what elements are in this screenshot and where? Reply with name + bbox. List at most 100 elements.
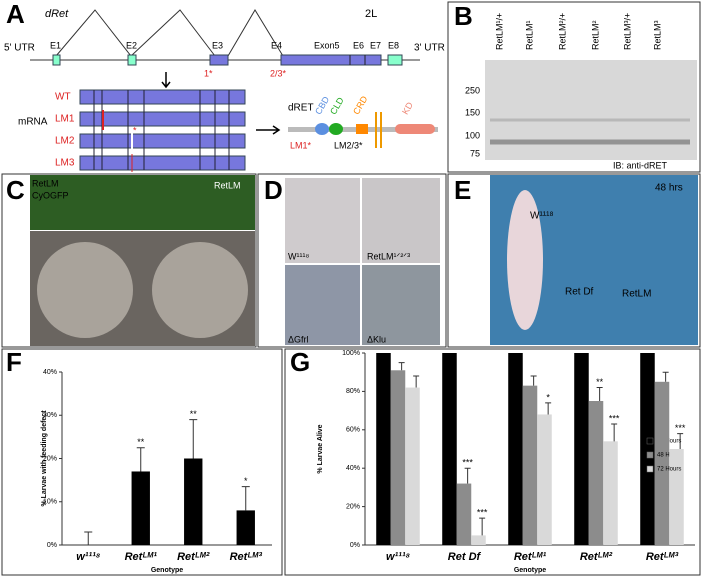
y-tick-label: 60%	[346, 427, 360, 434]
exon-label: E1	[50, 40, 61, 50]
dish	[152, 242, 248, 338]
bar	[522, 385, 538, 545]
error-bar	[189, 419, 198, 459]
error-bar	[530, 375, 537, 386]
significance-label: ***	[609, 413, 620, 423]
panel-d: D W¹¹¹⁸ RetLM¹ᐟ²ᐟ³ ΔGfrl ΔKlu	[257, 173, 447, 348]
protein-label: dRET	[288, 103, 314, 114]
utr-label: 5' UTR	[4, 43, 35, 54]
bar	[471, 535, 486, 545]
exon	[209, 54, 229, 66]
photo-label: RetLM	[32, 178, 59, 188]
x-tick-label: Retᴸᴹ³	[230, 551, 263, 563]
legend-swatch	[646, 437, 654, 445]
panel-frame	[447, 173, 701, 348]
bar	[131, 471, 150, 545]
exon-label: E7	[370, 40, 381, 50]
arrow	[161, 72, 171, 89]
bar	[442, 353, 457, 545]
photo	[285, 265, 360, 345]
photo-label: ΔGfrl	[288, 334, 309, 344]
lane-label: RetLM³	[652, 20, 662, 50]
bar	[537, 414, 552, 545]
exon-label: Exon5	[314, 40, 340, 50]
utr-label: 3' UTR	[414, 43, 445, 54]
photo-label: CyOGFP	[32, 190, 69, 200]
transcript	[79, 133, 246, 149]
error-bar	[398, 362, 405, 371]
protein-mutation: LM2/3*	[334, 140, 363, 150]
exon	[52, 54, 61, 66]
bar	[669, 449, 684, 545]
panel-letter: G	[290, 347, 310, 377]
error-bar	[413, 375, 420, 388]
mutation-label: 1*	[204, 68, 213, 78]
legend-swatch	[646, 465, 654, 473]
photo-label: RetLM	[214, 180, 241, 190]
error-bar	[596, 387, 603, 401]
exon	[280, 54, 382, 66]
exon-label: E2	[126, 40, 137, 50]
marker-label: 75	[470, 148, 480, 158]
panel-letter: C	[6, 175, 25, 205]
bar	[405, 387, 420, 545]
transcripts: *	[79, 89, 246, 172]
mutation-label: 2/3*	[270, 68, 287, 78]
bar	[390, 370, 406, 545]
bar	[640, 353, 655, 545]
x-tick-label: Retᴸᴹ¹	[514, 551, 547, 563]
y-axis-label: % Larvae with feeding defect	[41, 410, 48, 507]
membrane	[375, 112, 382, 148]
significance-label: ***	[477, 507, 488, 517]
y-tick-label: 100%	[342, 350, 360, 357]
panel-letter: B	[454, 1, 473, 31]
panel-frame	[257, 173, 447, 348]
row-label: LM1	[55, 114, 75, 125]
bar	[574, 353, 589, 545]
exon-label: E4	[271, 40, 282, 50]
panel-letter: A	[6, 0, 25, 29]
error-bar	[464, 467, 471, 484]
significance-label: ***	[675, 423, 686, 433]
exon	[387, 54, 403, 66]
exon-label: E6	[353, 40, 364, 50]
significance-label: **	[190, 409, 198, 419]
error-bar	[677, 433, 684, 449]
x-axis-label: Genotype	[151, 567, 183, 574]
marker-label: 250	[465, 85, 480, 95]
row-label: LM3	[55, 158, 75, 169]
protein-mutation: LM1*	[290, 140, 312, 150]
y-tick-label: 20%	[43, 455, 57, 462]
panel-letter: D	[264, 175, 283, 205]
exon-label: E3	[212, 40, 223, 50]
chromosome: 2L	[365, 8, 377, 20]
error-bar	[241, 486, 250, 511]
panel-c: C RetLM CyOGFP RetLM	[1, 173, 257, 348]
exon	[127, 54, 137, 66]
blot-image	[485, 60, 697, 160]
panel-a: A dRet 2L 5' UTR 3' UTR E1 E2 E3 E4 Exon…	[4, 0, 445, 172]
blot-caption: IB: anti-dRET	[613, 160, 668, 170]
panel-frame	[1, 348, 283, 576]
y-tick-label: 20%	[346, 503, 360, 510]
dish	[37, 242, 133, 338]
x-tick-label: Retᴸᴹ²	[580, 551, 613, 563]
photo-label: W¹¹¹⁸	[530, 211, 554, 222]
x-tick-label: Retᴸᴹ¹	[125, 551, 158, 563]
star: *	[133, 125, 137, 135]
legend-label: 72 Hours	[657, 467, 681, 473]
bar	[508, 353, 523, 545]
bar	[588, 401, 604, 545]
domain	[395, 124, 435, 134]
error-bar	[136, 447, 145, 472]
photo-label: ΔKlu	[367, 334, 386, 344]
domain	[315, 123, 329, 135]
error-bar	[611, 423, 618, 442]
lane-label: RetLM²	[590, 20, 600, 50]
panel-e: E 48 hrs W¹¹¹⁸ Ret Df RetLM	[447, 173, 701, 348]
domain	[356, 124, 368, 134]
significance-label: **	[596, 377, 604, 387]
domain-label: KD	[400, 100, 415, 116]
significance-label: *	[244, 476, 248, 486]
gene-name: dRet	[45, 8, 69, 20]
